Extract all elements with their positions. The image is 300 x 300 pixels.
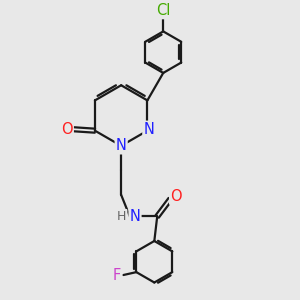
Text: Cl: Cl (156, 3, 170, 18)
Text: F: F (113, 268, 121, 283)
Text: N: N (116, 138, 127, 153)
Text: N: N (130, 209, 140, 224)
Text: O: O (61, 122, 73, 137)
Text: N: N (143, 122, 154, 137)
Text: H: H (117, 210, 126, 223)
Text: O: O (170, 189, 182, 204)
